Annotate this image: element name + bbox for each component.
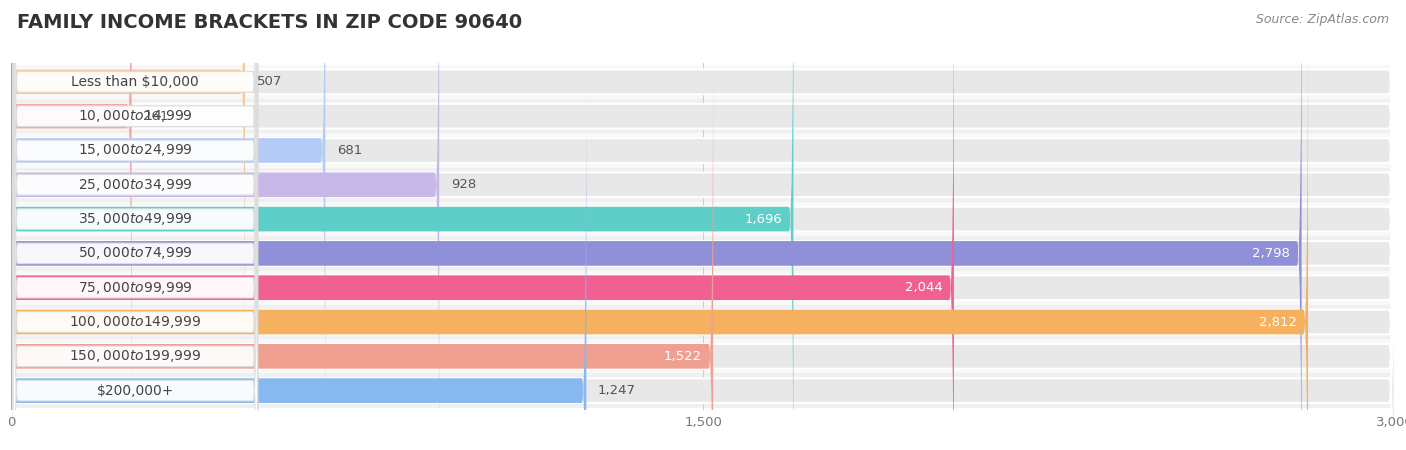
Text: 507: 507 [256,75,283,88]
Bar [0,305,1406,339]
FancyBboxPatch shape [13,0,257,450]
Text: 261: 261 [143,110,169,123]
Bar [0,65,1406,99]
Text: $10,000 to $14,999: $10,000 to $14,999 [77,108,193,124]
FancyBboxPatch shape [13,58,257,450]
FancyBboxPatch shape [11,0,1395,450]
FancyBboxPatch shape [13,23,257,450]
FancyBboxPatch shape [11,0,439,450]
FancyBboxPatch shape [13,0,257,414]
Bar [0,202,1406,236]
FancyBboxPatch shape [11,0,953,450]
Text: $25,000 to $34,999: $25,000 to $34,999 [77,177,193,193]
FancyBboxPatch shape [11,26,713,450]
FancyBboxPatch shape [11,0,1395,450]
FancyBboxPatch shape [13,0,257,450]
Text: 2,044: 2,044 [904,281,942,294]
FancyBboxPatch shape [11,0,1395,450]
Text: Less than $10,000: Less than $10,000 [72,75,200,89]
FancyBboxPatch shape [11,0,1395,450]
Bar [0,99,1406,133]
Text: $75,000 to $99,999: $75,000 to $99,999 [77,280,193,296]
Bar [0,339,1406,374]
FancyBboxPatch shape [13,0,257,450]
Text: 2,798: 2,798 [1253,247,1291,260]
Text: $100,000 to $149,999: $100,000 to $149,999 [69,314,201,330]
Bar [0,168,1406,202]
Text: 1,247: 1,247 [598,384,636,397]
FancyBboxPatch shape [11,0,1395,450]
FancyBboxPatch shape [11,0,245,413]
Text: Source: ZipAtlas.com: Source: ZipAtlas.com [1256,14,1389,27]
Text: $50,000 to $74,999: $50,000 to $74,999 [77,245,193,261]
Text: 681: 681 [337,144,363,157]
FancyBboxPatch shape [11,0,793,450]
Bar [0,236,1406,270]
FancyBboxPatch shape [13,0,257,450]
Text: $200,000+: $200,000+ [97,384,174,398]
Bar [0,270,1406,305]
FancyBboxPatch shape [11,0,1395,450]
Text: $35,000 to $49,999: $35,000 to $49,999 [77,211,193,227]
Bar [0,133,1406,168]
FancyBboxPatch shape [11,0,1302,450]
Bar [0,374,1406,408]
Text: 1,696: 1,696 [744,212,782,225]
FancyBboxPatch shape [11,0,1308,450]
FancyBboxPatch shape [13,0,257,450]
Text: $150,000 to $199,999: $150,000 to $199,999 [69,348,201,364]
Text: 2,812: 2,812 [1258,315,1296,328]
Text: 928: 928 [451,178,477,191]
FancyBboxPatch shape [11,0,1395,450]
FancyBboxPatch shape [11,0,132,447]
FancyBboxPatch shape [11,0,1395,450]
FancyBboxPatch shape [13,0,257,450]
Text: $15,000 to $24,999: $15,000 to $24,999 [77,143,193,158]
Text: FAMILY INCOME BRACKETS IN ZIP CODE 90640: FAMILY INCOME BRACKETS IN ZIP CODE 90640 [17,14,522,32]
FancyBboxPatch shape [11,0,325,450]
FancyBboxPatch shape [11,0,1395,450]
FancyBboxPatch shape [11,0,1395,450]
FancyBboxPatch shape [11,60,586,450]
Text: 1,522: 1,522 [664,350,702,363]
FancyBboxPatch shape [13,0,257,449]
